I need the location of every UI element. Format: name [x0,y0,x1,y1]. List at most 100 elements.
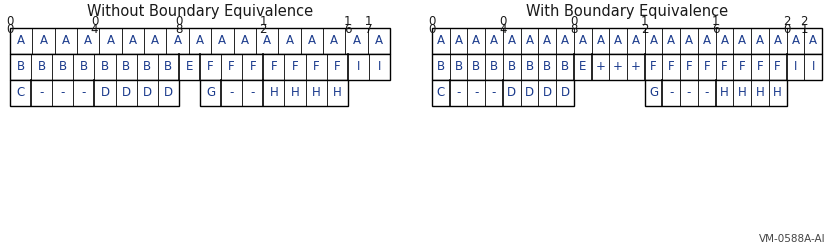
Text: 0: 0 [428,23,436,36]
Text: A: A [196,35,204,47]
Text: +: + [596,60,606,74]
Text: 8: 8 [175,23,182,36]
Text: -: - [229,86,234,100]
Text: 0: 0 [570,15,577,28]
Text: A: A [286,35,293,47]
Text: H: H [756,86,765,100]
Text: A: A [703,35,711,47]
Text: A: A [774,35,781,47]
Bar [432,28,822,54]
Text: F: F [313,60,319,74]
Text: Without Boundary Equivalence: Without Boundary Equivalence [87,4,313,19]
Text: A: A [375,35,383,47]
Text: 0: 0 [783,23,791,36]
Text: C: C [17,86,25,100]
Text: A: A [173,35,182,47]
Text: B: B [543,60,551,74]
Text: D: D [122,86,131,100]
Bar [10,54,390,80]
Text: A: A [738,35,746,47]
Text: A: A [352,35,361,47]
Bar [200,80,348,106]
Text: 0: 0 [91,15,98,28]
Text: A: A [152,35,159,47]
Text: A: A [107,35,115,47]
Text: 1: 1 [344,15,352,28]
Text: H: H [291,86,299,100]
Text: 1: 1 [641,15,648,28]
Text: A: A [596,35,605,47]
Text: A: A [650,35,657,47]
Text: A: A [579,35,586,47]
Text: 1: 1 [712,15,720,28]
Text: A: A [307,35,316,47]
Text: B: B [101,60,109,74]
Text: H: H [773,86,782,100]
Bar [10,80,179,106]
Text: 2: 2 [801,15,808,28]
Text: A: A [455,35,462,47]
Text: F: F [668,60,675,74]
Text: I: I [357,60,360,74]
Text: B: B [526,60,534,74]
Text: -: - [39,86,44,100]
Text: -: - [705,86,709,100]
Text: -: - [474,86,478,100]
Text: I: I [811,60,815,74]
Text: H: H [333,86,342,100]
Text: A: A [632,35,640,47]
Text: F: F [228,60,235,74]
Text: A: A [685,35,693,47]
Text: A: A [561,35,569,47]
Text: D: D [164,86,173,100]
Text: B: B [436,60,445,74]
Text: I: I [377,60,382,74]
Text: A: A [756,35,764,47]
Text: 8: 8 [570,23,577,36]
Text: C: C [436,86,445,100]
Text: A: A [526,35,533,47]
Text: A: A [17,35,25,47]
Bar [10,28,390,54]
Text: D: D [542,86,551,100]
Text: 6: 6 [712,23,720,36]
Text: B: B [561,60,569,74]
Text: B: B [472,60,481,74]
Text: 2: 2 [783,15,791,28]
Text: A: A [508,35,516,47]
Text: A: A [62,35,70,47]
Text: 4: 4 [499,23,506,36]
Text: VM-0588A-AI: VM-0588A-AI [760,234,826,244]
Text: F: F [721,60,728,74]
Text: A: A [39,35,47,47]
Text: F: F [292,60,298,74]
Bar [645,80,786,106]
Text: -: - [82,86,86,100]
Text: B: B [507,60,516,74]
Text: 2: 2 [260,23,267,36]
Text: 0: 0 [7,23,13,36]
Text: A: A [263,35,271,47]
Text: A: A [490,35,498,47]
Text: H: H [270,86,278,100]
Text: 0: 0 [7,15,13,28]
Text: A: A [330,35,338,47]
Text: 6: 6 [344,23,352,36]
Text: 1: 1 [260,15,267,28]
Text: D: D [525,86,534,100]
Text: -: - [456,86,461,100]
Text: B: B [122,60,130,74]
Text: A: A [84,35,92,47]
Text: F: F [739,60,746,74]
Text: -: - [251,86,255,100]
Text: A: A [667,35,676,47]
Text: F: F [686,60,692,74]
Text: -: - [687,86,691,100]
Text: B: B [17,60,25,74]
Text: 7: 7 [365,23,372,36]
Text: A: A [721,35,729,47]
Text: A: A [791,35,800,47]
Text: F: F [775,60,781,74]
Text: A: A [809,35,817,47]
Text: B: B [143,60,152,74]
